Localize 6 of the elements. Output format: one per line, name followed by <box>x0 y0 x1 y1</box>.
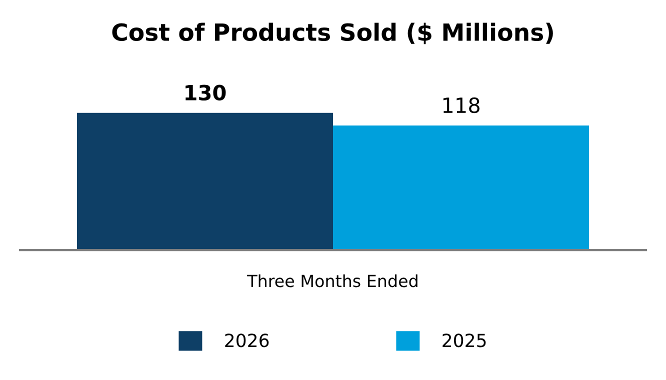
data-label: 130 <box>186 84 226 101</box>
chart-title: Cost of Products Sold ($ Millions) <box>112 22 553 44</box>
legend-label: 2026 <box>225 334 269 348</box>
x-axis-title: Three Months Ended <box>247 274 418 288</box>
data-label: 118 <box>443 97 480 114</box>
legend-label: 2025 <box>442 334 486 348</box>
